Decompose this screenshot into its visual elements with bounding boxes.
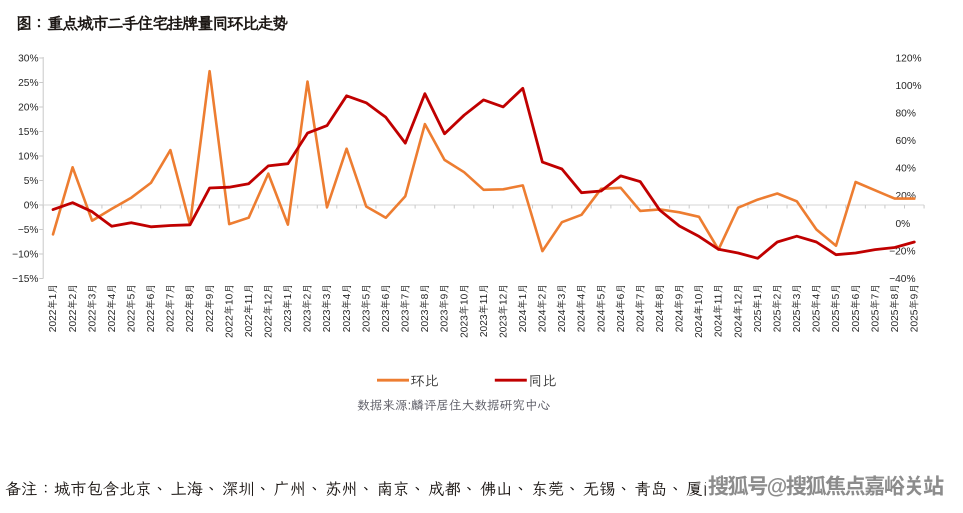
svg-text:2022年3月: 2022年3月 bbox=[86, 284, 98, 333]
svg-text:2024年3月: 2024年3月 bbox=[556, 284, 568, 333]
svg-text:2022年7月: 2022年7月 bbox=[165, 284, 177, 333]
svg-text:−5%: −5% bbox=[18, 225, 39, 236]
svg-text:2023年10月: 2023年10月 bbox=[458, 284, 470, 338]
svg-text:2024年1月: 2024年1月 bbox=[517, 284, 529, 333]
svg-text:2022年1月: 2022年1月 bbox=[47, 284, 59, 333]
svg-text:2024年10月: 2024年10月 bbox=[693, 284, 705, 338]
svg-text:2023年12月: 2023年12月 bbox=[497, 284, 509, 338]
svg-text:20%: 20% bbox=[896, 191, 916, 202]
svg-text:2022年9月: 2022年9月 bbox=[204, 284, 216, 333]
svg-text:数据来源:麟评居住大数据研究中心: 数据来源:麟评居住大数据研究中心 bbox=[357, 397, 550, 414]
svg-text:2022年6月: 2022年6月 bbox=[145, 284, 157, 333]
svg-text:2024年9月: 2024年9月 bbox=[674, 284, 686, 333]
svg-text:2025年2月: 2025年2月 bbox=[772, 284, 784, 333]
svg-text:2022年12月: 2022年12月 bbox=[263, 284, 275, 338]
svg-text:−15%: −15% bbox=[12, 274, 38, 285]
svg-text:2025年4月: 2025年4月 bbox=[811, 284, 823, 333]
svg-text:2024年4月: 2024年4月 bbox=[576, 284, 588, 333]
svg-text:2023年1月: 2023年1月 bbox=[282, 284, 294, 333]
svg-text:备注：城市包含北京、 上海、 深圳、 广州、 苏州、 南京、: 备注：城市包含北京、 上海、 深圳、 广州、 苏州、 南京、 成都、 佛山、 东… bbox=[5, 478, 770, 500]
svg-text:2023年6月: 2023年6月 bbox=[380, 284, 392, 333]
svg-text:2025年3月: 2025年3月 bbox=[791, 284, 803, 333]
svg-text:2023年9月: 2023年9月 bbox=[439, 284, 451, 333]
svg-text:60%: 60% bbox=[896, 136, 916, 147]
svg-text:15%: 15% bbox=[18, 127, 38, 138]
svg-text:2025年5月: 2025年5月 bbox=[830, 284, 842, 333]
svg-text:搜狐号@搜狐焦点嘉峪关站: 搜狐号@搜狐焦点嘉峪关站 bbox=[708, 471, 944, 501]
svg-text:2023年4月: 2023年4月 bbox=[341, 284, 353, 333]
svg-text:2023年11月: 2023年11月 bbox=[478, 284, 490, 338]
svg-text:2023年7月: 2023年7月 bbox=[400, 284, 412, 333]
svg-text:2024年5月: 2024年5月 bbox=[595, 284, 607, 333]
svg-text:20%: 20% bbox=[18, 102, 38, 113]
svg-text:100%: 100% bbox=[896, 81, 922, 92]
svg-text:−40%: −40% bbox=[889, 274, 915, 285]
svg-text:2025年7月: 2025年7月 bbox=[869, 284, 881, 333]
svg-text:2024年2月: 2024年2月 bbox=[537, 284, 549, 333]
svg-text:120%: 120% bbox=[896, 53, 922, 64]
svg-text:2024年8月: 2024年8月 bbox=[654, 284, 666, 333]
svg-text:同比: 同比 bbox=[528, 372, 556, 390]
svg-text:2022年8月: 2022年8月 bbox=[184, 284, 196, 333]
svg-text:2024年7月: 2024年7月 bbox=[634, 284, 646, 333]
svg-text:2025年6月: 2025年6月 bbox=[850, 284, 862, 333]
svg-text:2022年5月: 2022年5月 bbox=[126, 284, 138, 333]
svg-text:40%: 40% bbox=[896, 164, 916, 175]
svg-text:2025年9月: 2025年9月 bbox=[909, 284, 921, 333]
svg-text:2023年5月: 2023年5月 bbox=[360, 284, 372, 333]
svg-text:10%: 10% bbox=[18, 151, 38, 162]
svg-text:2023年2月: 2023年2月 bbox=[302, 284, 314, 333]
svg-text:2022年11月: 2022年11月 bbox=[243, 284, 255, 338]
svg-text:25%: 25% bbox=[18, 78, 38, 89]
svg-text:2022年2月: 2022年2月 bbox=[67, 284, 79, 333]
svg-text:2022年4月: 2022年4月 bbox=[106, 284, 118, 333]
svg-text:5%: 5% bbox=[24, 176, 39, 187]
svg-text:−20%: −20% bbox=[889, 246, 915, 257]
svg-text:2025年1月: 2025年1月 bbox=[752, 284, 764, 333]
svg-text:环比: 环比 bbox=[411, 372, 439, 390]
svg-text:−10%: −10% bbox=[12, 249, 38, 260]
svg-text:2024年11月: 2024年11月 bbox=[713, 284, 725, 338]
svg-text:30%: 30% bbox=[18, 53, 38, 64]
svg-text:图： 重点城市二手住宅挂牌量同环比走势: 图： 重点城市二手住宅挂牌量同环比走势 bbox=[16, 12, 288, 34]
svg-text:2023年8月: 2023年8月 bbox=[419, 284, 431, 333]
svg-text:2024年6月: 2024年6月 bbox=[615, 284, 627, 333]
svg-text:0%: 0% bbox=[896, 219, 911, 230]
svg-text:0%: 0% bbox=[24, 200, 39, 211]
svg-text:2025年8月: 2025年8月 bbox=[889, 284, 901, 333]
svg-text:2024年12月: 2024年12月 bbox=[732, 284, 744, 338]
svg-text:80%: 80% bbox=[896, 109, 916, 120]
svg-text:2023年3月: 2023年3月 bbox=[321, 284, 333, 333]
svg-text:2022年10月: 2022年10月 bbox=[223, 284, 235, 338]
